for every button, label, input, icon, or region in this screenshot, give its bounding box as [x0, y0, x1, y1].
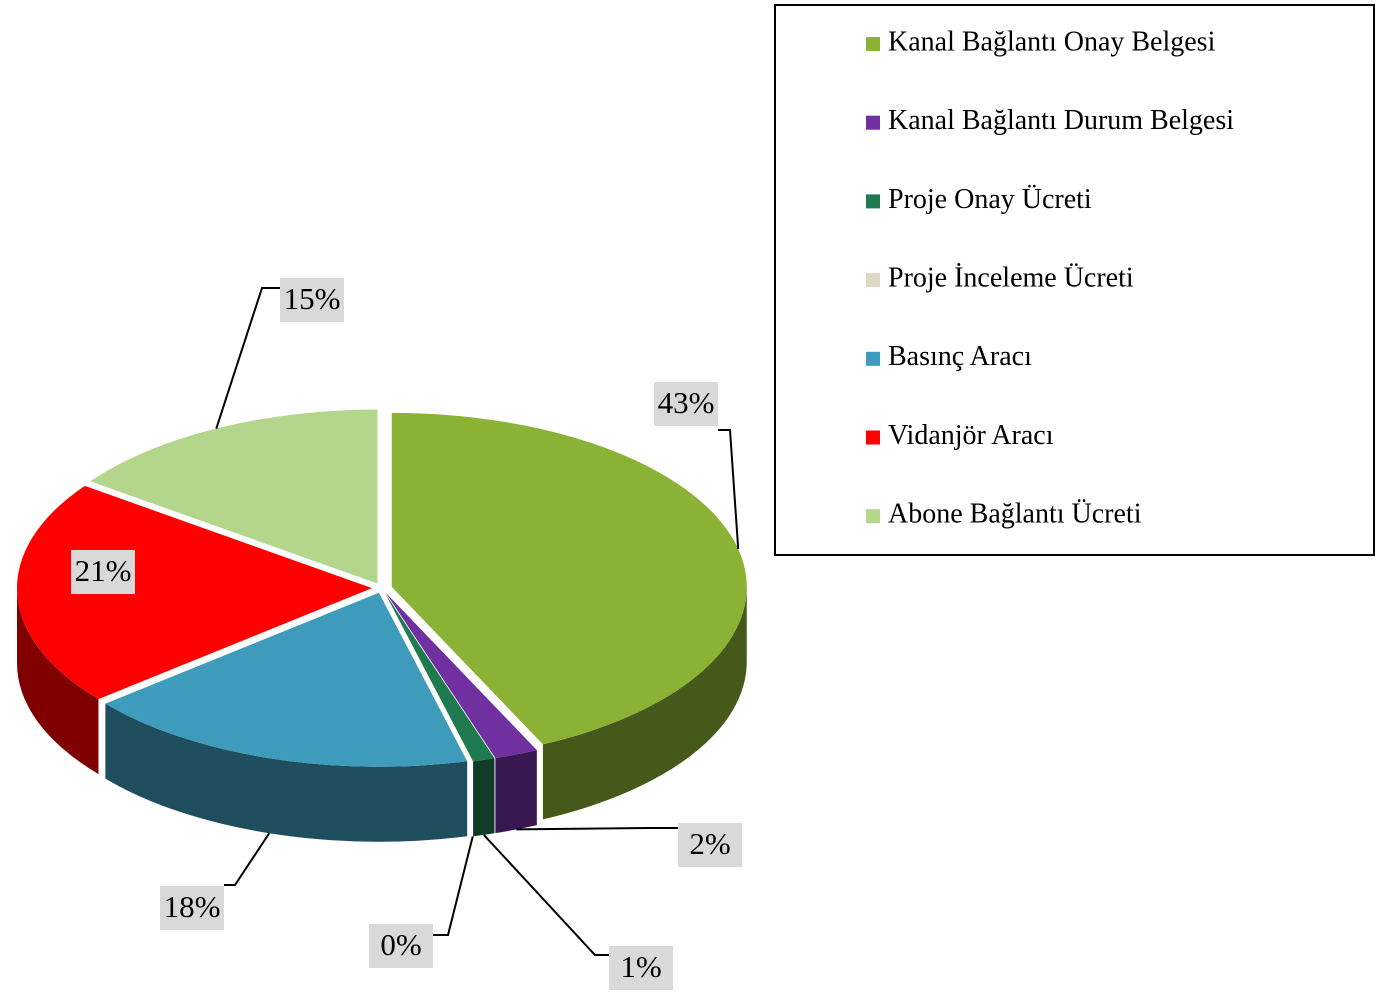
data-label: 43%: [658, 385, 715, 420]
leader-line: [224, 832, 271, 886]
legend-label: Basınç Aracı: [888, 341, 1032, 372]
data-label: 1%: [620, 949, 661, 984]
legend-label: Abone Bağlantı Ücreti: [888, 499, 1142, 530]
slice-side: [473, 758, 495, 837]
legend-label: Proje Onay Ücreti: [888, 184, 1092, 215]
leader-line: [433, 836, 474, 936]
data-label: 0%: [380, 927, 421, 962]
slice: [90, 409, 378, 584]
data-label-box: [609, 946, 673, 990]
data-label: 21%: [75, 553, 132, 588]
slice-side: [542, 586, 747, 820]
data-label: 2%: [689, 826, 730, 861]
data-label-box: [160, 886, 224, 930]
data-label-box: [369, 924, 433, 968]
legend-swatch: [866, 273, 880, 288]
legend-swatch: [866, 509, 880, 524]
legend-label: Proje İnceleme Ücreti: [888, 263, 1134, 294]
legend-label: Kanal Bağlantı Durum Belgesi: [888, 105, 1234, 136]
legend-swatch: [866, 194, 880, 209]
slice-side: [105, 703, 468, 842]
data-label-box: [71, 550, 135, 594]
slice-side: [17, 588, 99, 775]
data-label: 18%: [164, 889, 221, 924]
slice-side: [495, 750, 537, 834]
legend-swatch: [866, 37, 880, 51]
slice: [391, 412, 747, 745]
leader-line: [718, 429, 740, 550]
legend-swatch: [866, 430, 880, 445]
slice: [384, 592, 495, 762]
legend-swatch: [866, 351, 880, 366]
legend-label: Vidanjör Aracı: [888, 420, 1054, 451]
leader-line: [483, 834, 609, 956]
data-label: 15%: [284, 281, 341, 316]
legend-label: Kanal Bağlantı Onay Belgesi: [888, 26, 1216, 57]
data-label-box: [280, 278, 344, 322]
walls: [17, 586, 747, 842]
legend-swatch: [866, 115, 880, 130]
leader-line: [516, 827, 678, 831]
data-label-box: [678, 823, 742, 867]
slice: [105, 592, 468, 767]
tops: [17, 409, 747, 767]
leader-line: [215, 287, 280, 429]
data-label-box: [654, 382, 718, 426]
slice: [385, 592, 537, 759]
slice: [17, 485, 373, 700]
